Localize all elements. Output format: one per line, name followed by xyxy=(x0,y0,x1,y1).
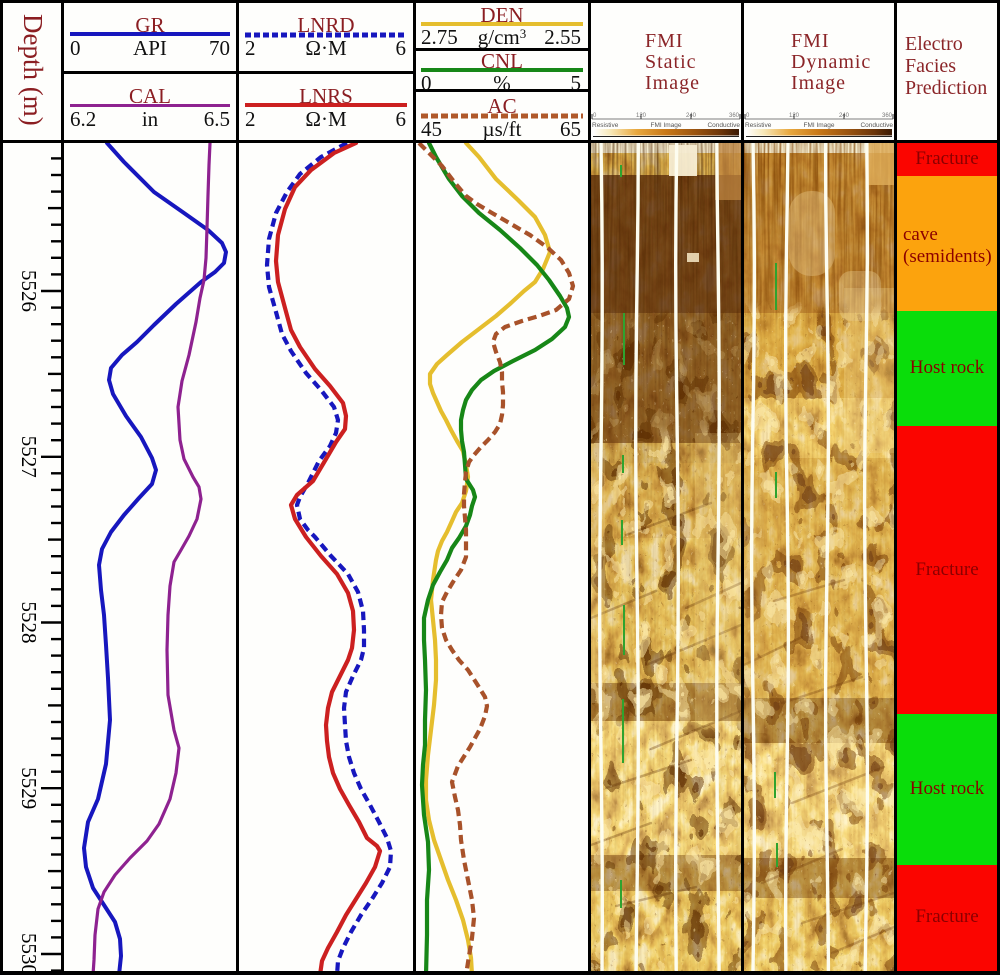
svg-text:Resistive: Resistive xyxy=(745,122,772,129)
svg-text:120: 120 xyxy=(636,113,647,119)
svg-text:Conductive: Conductive xyxy=(707,122,740,129)
svg-text:FMI Image: FMI Image xyxy=(650,122,681,129)
svg-text:5526: 5526 xyxy=(17,270,41,312)
svg-text:Resistive: Resistive xyxy=(592,122,619,129)
svg-text:5529: 5529 xyxy=(17,767,41,809)
svg-text:Conductive: Conductive xyxy=(860,122,893,129)
svg-text:0: 0 xyxy=(593,113,597,119)
svg-text:5530: 5530 xyxy=(17,933,41,971)
svg-text:FMI Image: FMI Image xyxy=(803,122,834,129)
svg-text:240: 240 xyxy=(686,113,697,119)
svg-text:360: 360 xyxy=(729,113,740,119)
svg-text:5528: 5528 xyxy=(17,602,41,644)
svg-text:360: 360 xyxy=(882,113,893,119)
svg-text:120: 120 xyxy=(789,113,800,119)
svg-text:0: 0 xyxy=(746,113,750,119)
svg-text:5527: 5527 xyxy=(17,436,41,478)
svg-text:240: 240 xyxy=(839,113,850,119)
